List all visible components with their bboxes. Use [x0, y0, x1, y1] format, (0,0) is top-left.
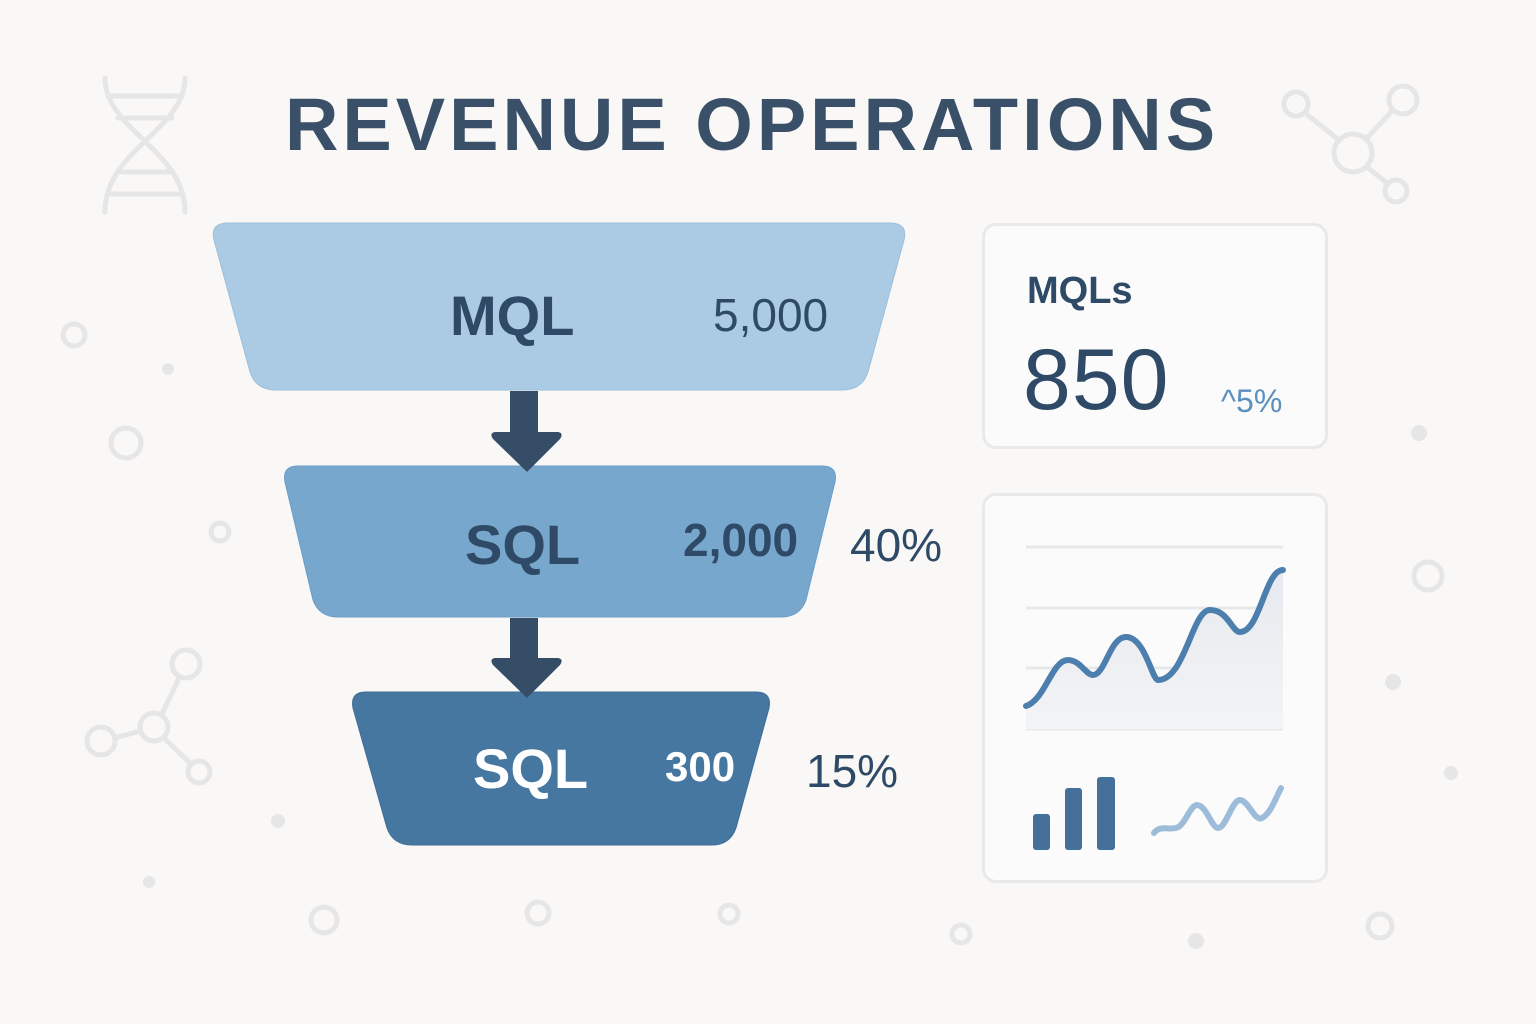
- arrow-down-icon-1: [491, 391, 562, 472]
- trend-area: [1026, 570, 1283, 729]
- funnel-stage-shape-2: [284, 465, 836, 618]
- conversion-rate-3: 15%: [806, 745, 899, 797]
- kpi-label: MQLs: [1027, 270, 1133, 312]
- funnel-stage-value-1: 5,000: [713, 289, 829, 341]
- page-title: REVENUE OPERATIONS: [284, 83, 1220, 166]
- funnel-stage-value-3: 300: [665, 743, 736, 790]
- kpi-delta-badge: ^5%: [1221, 383, 1283, 419]
- arrow-down-icon-2: [491, 618, 562, 698]
- funnel-stage-label-2: SQL: [465, 513, 581, 576]
- funnel-stage-label-3: SQL: [473, 737, 589, 800]
- funnel-stage-label-1: MQL: [450, 284, 575, 347]
- funnel-stage-value-2: 2,000: [683, 514, 799, 566]
- mini-bar-chart-icon: [1033, 777, 1115, 850]
- trend-line: [1023, 567, 1286, 709]
- sparkline-icon: [1151, 785, 1284, 836]
- funnel-stage-shape-3: [352, 691, 770, 846]
- trend-card: [982, 493, 1328, 883]
- kpi-value: 850: [1023, 332, 1170, 428]
- funnel-stage-shape-1: [212, 222, 906, 391]
- kpi-card: MQLs 850 ^5%: [982, 223, 1328, 449]
- conversion-rate-2: 40%: [850, 519, 943, 571]
- trend-chart: [1023, 545, 1286, 850]
